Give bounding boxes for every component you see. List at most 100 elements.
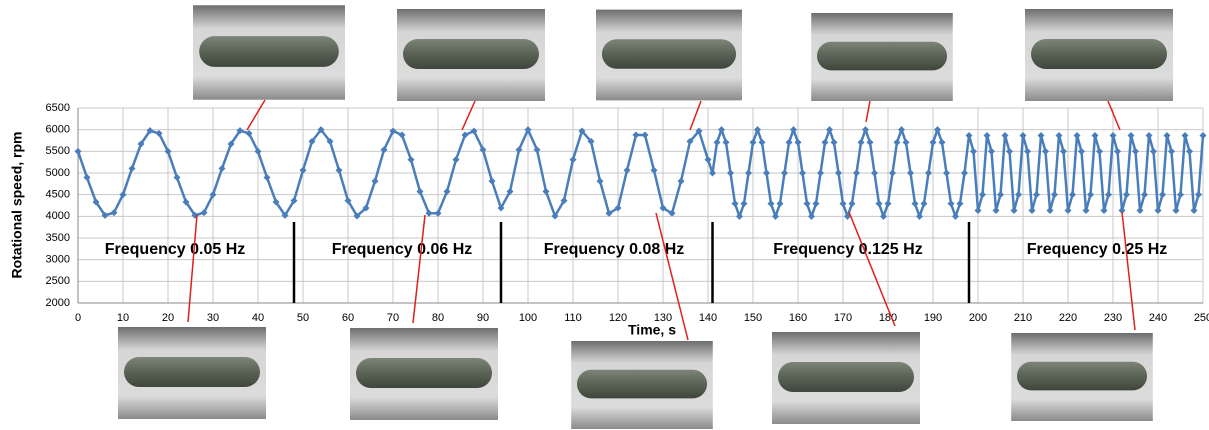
data-point [880,212,887,220]
data-point [1114,147,1121,155]
x-tick-label: 230 [1104,312,1122,324]
data-point [326,137,334,145]
photo [193,5,345,100]
data-point [1105,191,1112,199]
data-point [542,187,550,195]
data-point [812,200,820,208]
data-point [1028,207,1036,215]
data-point [182,198,190,206]
photo [350,328,498,420]
photo [1025,9,1173,101]
connector [848,211,896,327]
data-point [1015,191,1022,199]
data-point [1078,147,1085,155]
x-tick-label: 210 [1014,312,1032,324]
data-point [893,138,901,146]
data-point [101,211,109,219]
data-point [515,146,523,154]
data-point [263,174,271,182]
data-point [1150,147,1157,155]
data-point [1010,207,1018,215]
y-tick-label: 5500 [46,145,70,157]
frequency-label: Frequency 0.125 Hz [773,241,922,258]
data-point [1046,207,1054,215]
data-point [173,174,181,182]
data-point [1141,191,1148,199]
data-point [1042,147,1049,155]
x-tick-label: 250 [1194,312,1209,324]
data-point [308,137,316,145]
data-point [1172,207,1180,215]
data-point [470,127,478,135]
data-point [1033,191,1040,199]
connector [412,214,426,324]
x-tick-label: 180 [879,312,897,324]
connector [865,100,871,123]
data-point [1177,191,1184,199]
data-point [425,209,433,217]
connector [689,100,702,131]
data-point [1118,207,1126,215]
data-point [335,166,343,174]
y-tick-label: 3000 [46,254,70,266]
data-point [1087,191,1094,199]
data-point [119,191,127,199]
data-point [380,146,388,154]
data-point [1159,191,1166,199]
data-point [920,200,928,208]
data-point [938,138,946,146]
data-point [1073,131,1081,139]
y-tick-label: 5000 [46,167,70,179]
data-point [1060,147,1067,155]
data-point [596,177,604,185]
data-point [659,204,667,212]
data-point [506,187,514,195]
data-point [907,169,914,177]
x-tick-label: 80 [432,312,444,324]
data-point [704,156,712,164]
data-point [1109,131,1117,139]
x-tick-label: 20 [162,312,174,324]
data-point [848,200,856,208]
data-point [371,177,379,185]
data-point [578,127,586,135]
data-point [344,197,352,205]
data-point [92,198,100,206]
data-point [1190,207,1198,215]
data-point [587,137,595,145]
data-point [362,204,370,212]
data-point [808,212,815,220]
y-tick-label: 3500 [46,232,70,244]
x-tick-label: 10 [117,312,129,324]
data-point [155,129,163,137]
data-point [713,138,721,146]
photo [811,13,953,101]
data-point [1069,191,1076,199]
data-point [317,126,325,134]
x-tick-label: 90 [477,312,489,324]
data-point [974,207,982,215]
data-point [209,191,217,199]
data-point [1051,191,1058,199]
data-point [889,169,896,177]
data-point [898,126,905,134]
data-point [479,146,487,154]
data-point [281,211,289,219]
data-point [767,200,775,208]
data-point [488,177,496,185]
data-point [866,138,874,146]
data-point [416,187,424,195]
data-point [826,126,833,134]
data-point [934,126,941,134]
data-point [497,204,505,212]
x-tick-label: 170 [834,312,852,324]
y-tick-label: 2000 [46,297,70,309]
data-point [668,209,676,217]
data-point [452,156,460,164]
data-point [1195,191,1202,199]
data-point [763,169,770,177]
data-point [821,138,829,146]
data-point [758,138,766,146]
data-point [200,209,208,217]
